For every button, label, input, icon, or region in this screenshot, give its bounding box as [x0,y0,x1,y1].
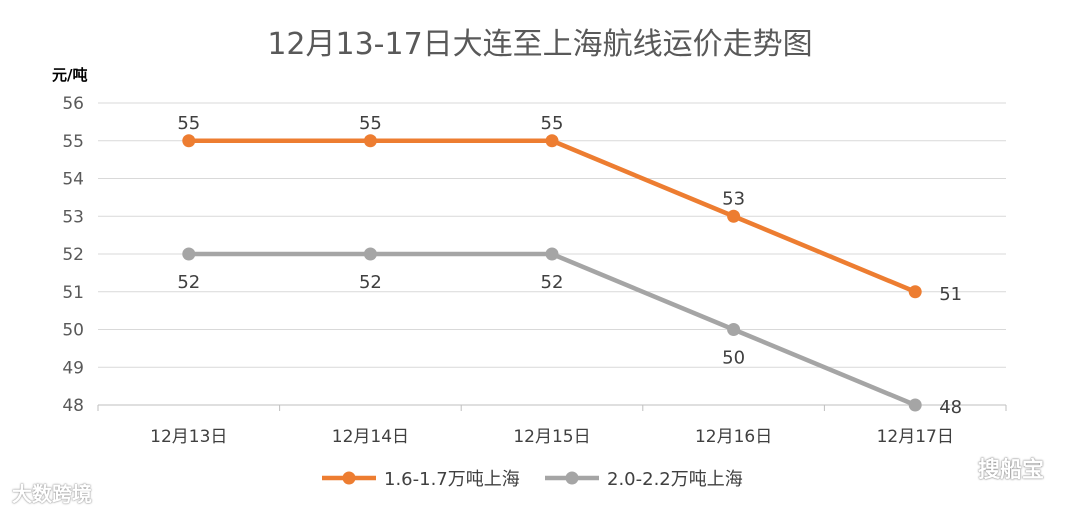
series-layer: 55 55 55 53 51 52 52 52 50 48 [177,113,962,418]
data-point [727,323,741,336]
x-tick-label: 12月13日 [150,427,227,447]
x-tick-label: 12月16日 [695,427,772,447]
data-label: 52 [541,272,564,293]
data-point [363,247,377,261]
y-tick-label: 52 [62,245,84,265]
data-label: 55 [541,113,564,134]
data-label: 53 [722,188,745,209]
data-label: 52 [359,272,382,293]
y-tick-label: 54 [62,170,84,190]
y-tick-label: 53 [62,207,84,227]
data-point [363,134,377,148]
legend-marker [342,471,356,485]
data-point [182,134,196,148]
data-label: 50 [722,348,745,369]
series-2: 52 52 52 50 48 [177,247,962,418]
chart-title: 12月13-17日大连至上海航线运价走势图 [267,27,812,62]
y-axis-ticks: 48 49 50 51 52 53 54 55 56 [62,94,84,416]
y-tick-label: 55 [62,132,84,152]
legend: 1.6-1.7万吨上海 2.0-2.2万吨上海 [322,469,743,490]
legend-item-1: 1.6-1.7万吨上海 [322,469,520,490]
x-tick-label: 12月14日 [332,427,409,447]
legend-label: 1.6-1.7万吨上海 [384,469,520,490]
watermark-right: 搜船宝 [977,458,1044,483]
legend-marker [565,471,579,485]
y-axis-unit: 元/吨 [52,66,87,84]
y-tick-label: 48 [62,396,84,416]
data-label: 55 [359,113,382,134]
y-tick-label: 51 [62,283,84,303]
x-tick-label: 12月17日 [877,427,954,447]
data-label: 48 [939,397,962,418]
y-tick-label: 50 [62,321,84,341]
legend-item-2: 2.0-2.2万吨上海 [545,469,743,490]
series-1: 55 55 55 53 51 [177,113,962,305]
data-point [727,209,741,223]
watermark-left: 大数跨境 [12,482,92,506]
data-point [545,247,559,261]
y-tick-label: 56 [62,94,84,114]
legend-label: 2.0-2.2万吨上海 [607,469,743,490]
data-point [908,285,922,299]
y-tick-label: 49 [62,358,84,378]
data-point [182,247,196,261]
data-label: 55 [177,113,200,134]
x-tick-label: 12月15日 [513,427,590,447]
data-label: 52 [177,272,200,293]
x-axis: 12月13日 12月14日 12月15日 12月16日 12月17日 [97,404,1007,447]
data-point [908,398,922,412]
data-label: 51 [939,284,962,305]
data-point [545,134,559,148]
